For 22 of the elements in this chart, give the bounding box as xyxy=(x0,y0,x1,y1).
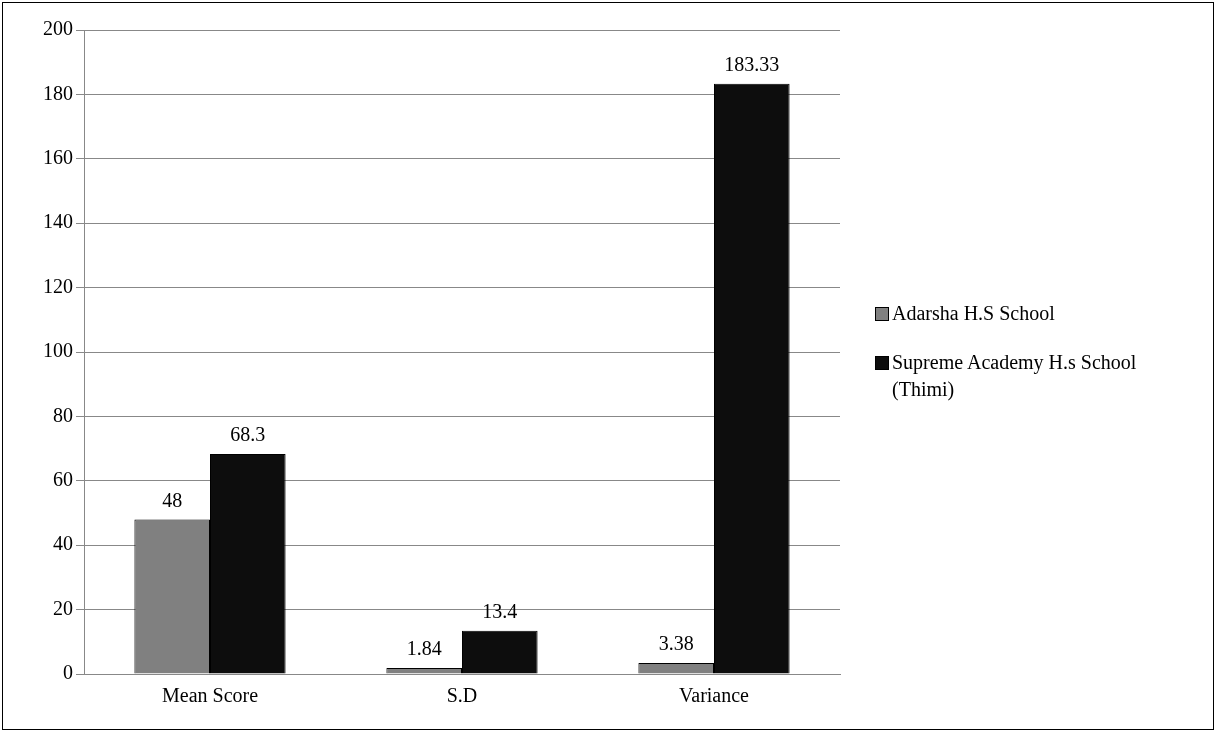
data-label: 3.38 xyxy=(658,632,694,655)
legend-label: Adarsha H.S School xyxy=(892,301,1055,326)
x-tick-label: Variance xyxy=(679,684,750,707)
y-tick-label: 200 xyxy=(43,17,73,40)
y-tick-label: 140 xyxy=(43,210,73,233)
y-tick-label: 20 xyxy=(53,596,73,619)
data-label: 13.4 xyxy=(482,600,518,623)
x-tick-label: S.D xyxy=(446,684,478,707)
x-tick-label: Mean Score xyxy=(161,684,259,707)
data-label: 183.33 xyxy=(724,52,780,75)
y-tick-label: 100 xyxy=(43,339,73,362)
data-label: 1.84 xyxy=(406,637,442,660)
y-tick-label: 80 xyxy=(53,403,73,426)
y-tick-label: 60 xyxy=(53,468,73,491)
legend-label: Supreme Academy H.s School (Thimi) xyxy=(892,350,1138,403)
y-tick-label: 0 xyxy=(63,661,73,684)
y-tick-label: 180 xyxy=(43,81,73,104)
y-tick-label: 120 xyxy=(43,274,73,297)
data-label: 68.3 xyxy=(230,423,266,446)
data-label: 48 xyxy=(162,488,183,511)
y-tick-label: 160 xyxy=(43,146,73,169)
y-tick-label: 40 xyxy=(53,532,73,555)
